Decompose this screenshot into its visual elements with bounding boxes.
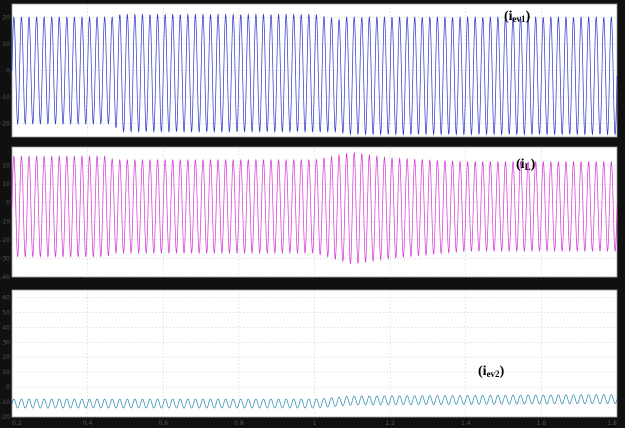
series-line-iev2 xyxy=(11,394,618,409)
series-label-iev1: (iev1) xyxy=(504,9,531,24)
series-label-iev2: (iev2) xyxy=(478,364,505,379)
series-label-main: (i xyxy=(516,157,525,172)
series-label-main: (i xyxy=(504,9,513,24)
x-tick-label: 0.6 xyxy=(158,420,168,427)
x-tick-label: 1.6 xyxy=(537,420,547,427)
x-tick-label: 1.8 xyxy=(607,420,617,427)
y-tick-label: -10 xyxy=(0,94,10,101)
scope-panel-2: 20 10 0 -10 -20 -30 -40 (iL) xyxy=(0,146,618,281)
y-tick-label: -20 xyxy=(0,414,10,421)
series-label-iL: (iL) xyxy=(516,157,536,172)
y-tick-label: -20 xyxy=(0,121,10,128)
x-tick-label: 1 xyxy=(313,420,317,427)
series-line-iev1 xyxy=(11,13,618,136)
y-tick-label: -10 xyxy=(0,218,10,225)
y-tick-label: -40 xyxy=(0,274,10,281)
series-label-close: ) xyxy=(526,9,531,24)
x-tick-label: 1.2 xyxy=(385,420,395,427)
scope-panel-1: 20 10 0 -10 -20 (iev1) xyxy=(0,3,618,138)
y-tick-label: 50 xyxy=(2,309,10,316)
scope-panel-3: 60 50 40 30 20 10 0 -10 -20 (iev2) 0.2 0.4 0.6 0.8 1 1.… xyxy=(0,289,618,427)
y-tick-label: 20 xyxy=(2,163,10,170)
x-tick-label: 0.8 xyxy=(234,420,244,427)
y-tick-label: 20 xyxy=(2,14,10,21)
x-tick-label: 1.4 xyxy=(461,420,471,427)
y-tick-label: -20 xyxy=(0,237,10,244)
y-tick-label: 10 xyxy=(2,181,10,188)
x-tick-label: 0.4 xyxy=(83,420,93,427)
y-tick-label: 0 xyxy=(6,200,10,207)
series-label-subscript: L xyxy=(525,162,531,172)
y-tick-label: -30 xyxy=(0,255,10,262)
y-tick-label: 60 xyxy=(2,294,10,301)
series-label-close: ) xyxy=(500,364,505,379)
series-label-close: ) xyxy=(531,157,536,172)
series-label-subscript: ev2 xyxy=(487,369,500,379)
y-tick-label: 20 xyxy=(2,354,10,361)
y-tick-label: 40 xyxy=(2,324,10,331)
y-tick-label: 10 xyxy=(2,369,10,376)
y-tick-label: -10 xyxy=(0,399,10,406)
x-tick-label: 0.2 xyxy=(12,420,22,427)
y-tick-label: 10 xyxy=(2,41,10,48)
series-label-subscript: ev1 xyxy=(513,14,526,24)
y-tick-label: 0 xyxy=(6,384,10,391)
series-label-main: (i xyxy=(478,364,487,379)
y-tick-label: 0 xyxy=(6,68,10,75)
y-tick-label: 30 xyxy=(2,339,10,346)
series-line-iL xyxy=(11,151,618,265)
